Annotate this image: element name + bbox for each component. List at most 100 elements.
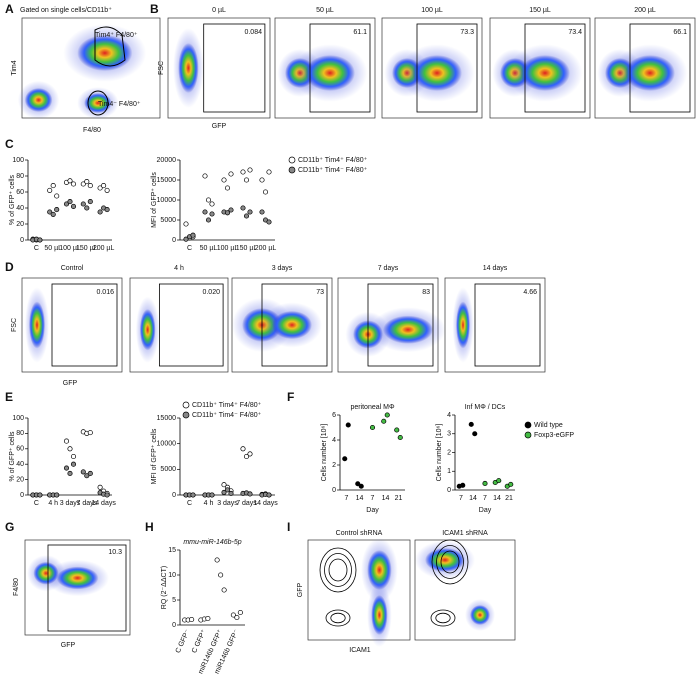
density-core — [425, 548, 465, 572]
axis-label: FSC — [11, 318, 18, 332]
panel-letter: B — [150, 2, 159, 16]
data-point — [221, 587, 227, 593]
contour — [431, 539, 469, 585]
plot-title: 7 days — [378, 265, 399, 272]
axis-label: % of GFP⁺ cells — [9, 431, 16, 481]
data-point — [97, 209, 103, 215]
y-tick-label: 4 — [332, 437, 336, 444]
density-core — [84, 93, 112, 113]
data-point — [397, 434, 403, 441]
y-tick-label: 0 — [172, 622, 176, 629]
label: GFP — [212, 123, 227, 130]
data-point — [54, 207, 60, 213]
data-point — [190, 492, 196, 498]
y-tick-label: 20 — [16, 476, 24, 483]
density-core — [371, 595, 388, 635]
x-tick-label: 4 h — [48, 500, 58, 507]
data-point — [224, 487, 231, 493]
data-point — [342, 456, 348, 462]
y-tick-label: 80 — [16, 430, 24, 437]
data-point — [266, 169, 272, 175]
label: GFP — [63, 380, 78, 387]
data-point — [47, 187, 53, 193]
axis-label: Cells number [10⁶] — [321, 424, 328, 482]
y-tick-label: 0 — [447, 487, 451, 494]
legend-label: CD11b⁺ Tim4⁻ F4/80⁺ — [192, 412, 262, 419]
x-tick-label: C — [34, 245, 39, 252]
x-tick-label: 7 — [459, 495, 463, 502]
density-core — [383, 315, 433, 344]
y-tick-label: 100 — [12, 157, 24, 164]
gate-value: 73 — [316, 289, 324, 296]
contour — [430, 609, 456, 627]
chart-title: Inf MΦ / DCs — [465, 404, 506, 411]
x-tick-label: 21 — [395, 495, 403, 502]
legend-swatch — [288, 166, 296, 174]
legend-swatch — [524, 431, 532, 439]
axis-label: % of GFP⁺ cells — [9, 175, 16, 225]
contour — [435, 612, 451, 624]
data-point — [224, 185, 231, 191]
x-tick-label: 21 — [505, 495, 513, 502]
gate — [524, 23, 586, 113]
density-core — [625, 55, 675, 91]
gate-value: 0.084 — [244, 29, 262, 36]
gate-value: 0.020 — [202, 289, 220, 296]
data-point — [97, 185, 103, 191]
plot-title: 50 µL — [316, 7, 334, 14]
data-point — [224, 210, 231, 216]
data-point — [67, 199, 73, 205]
data-point — [230, 612, 236, 618]
data-point — [237, 609, 243, 616]
y-tick-label: 15000 — [157, 415, 177, 422]
data-point — [70, 181, 77, 187]
gate-value: 73.4 — [568, 29, 582, 36]
data-point — [104, 187, 110, 193]
y-tick-label: 0 — [332, 487, 336, 494]
data-point — [243, 453, 250, 460]
data-point — [63, 465, 70, 471]
chart-title: peritoneal MΦ — [350, 404, 395, 411]
y-tick-label: 40 — [16, 205, 24, 212]
legend-swatch — [182, 401, 190, 409]
gate — [261, 283, 328, 367]
x-tick-label: C GFP⁻ — [175, 628, 192, 654]
legend-label: Wild type — [534, 422, 563, 429]
panel-title: Gated on single cells/CD11b⁺ — [20, 7, 112, 14]
density-core — [367, 550, 392, 590]
contour — [328, 558, 348, 582]
x-tick-label: 14 days — [91, 500, 116, 507]
data-point — [202, 209, 208, 215]
x-tick-label: 4 h — [204, 500, 214, 507]
axis-label: Tim4 — [11, 60, 18, 75]
data-point — [240, 205, 246, 211]
data-point — [243, 213, 250, 219]
label: Day — [479, 507, 492, 514]
x-tick-label: C — [187, 500, 192, 507]
y-tick-label: 0 — [20, 492, 24, 499]
data-point — [183, 221, 189, 227]
y-tick-label: 0 — [172, 492, 176, 499]
x-tick-label: 7 days — [76, 500, 97, 507]
y-tick-label: 4 — [447, 412, 451, 419]
x-tick-label: 14 — [493, 495, 501, 502]
data-point — [262, 189, 269, 195]
panel-letter: H — [145, 520, 154, 534]
gate — [94, 26, 126, 67]
data-point — [243, 177, 250, 183]
plot-title: Control shRNA — [336, 530, 383, 537]
density-core — [470, 605, 490, 625]
data-point — [87, 199, 93, 205]
data-point — [384, 412, 390, 418]
y-tick-label: 20 — [16, 221, 24, 228]
x-tick-label: 7 days — [236, 500, 257, 507]
data-point — [190, 232, 196, 238]
gate — [309, 23, 371, 113]
contour — [440, 550, 460, 574]
axis-label: MFI of GFP⁺ cells — [151, 428, 158, 484]
density-core — [139, 309, 156, 351]
x-tick-label: 100 µL — [217, 245, 239, 252]
plot-title: 4 h — [174, 265, 184, 272]
contour — [319, 547, 357, 593]
data-point — [381, 418, 387, 424]
